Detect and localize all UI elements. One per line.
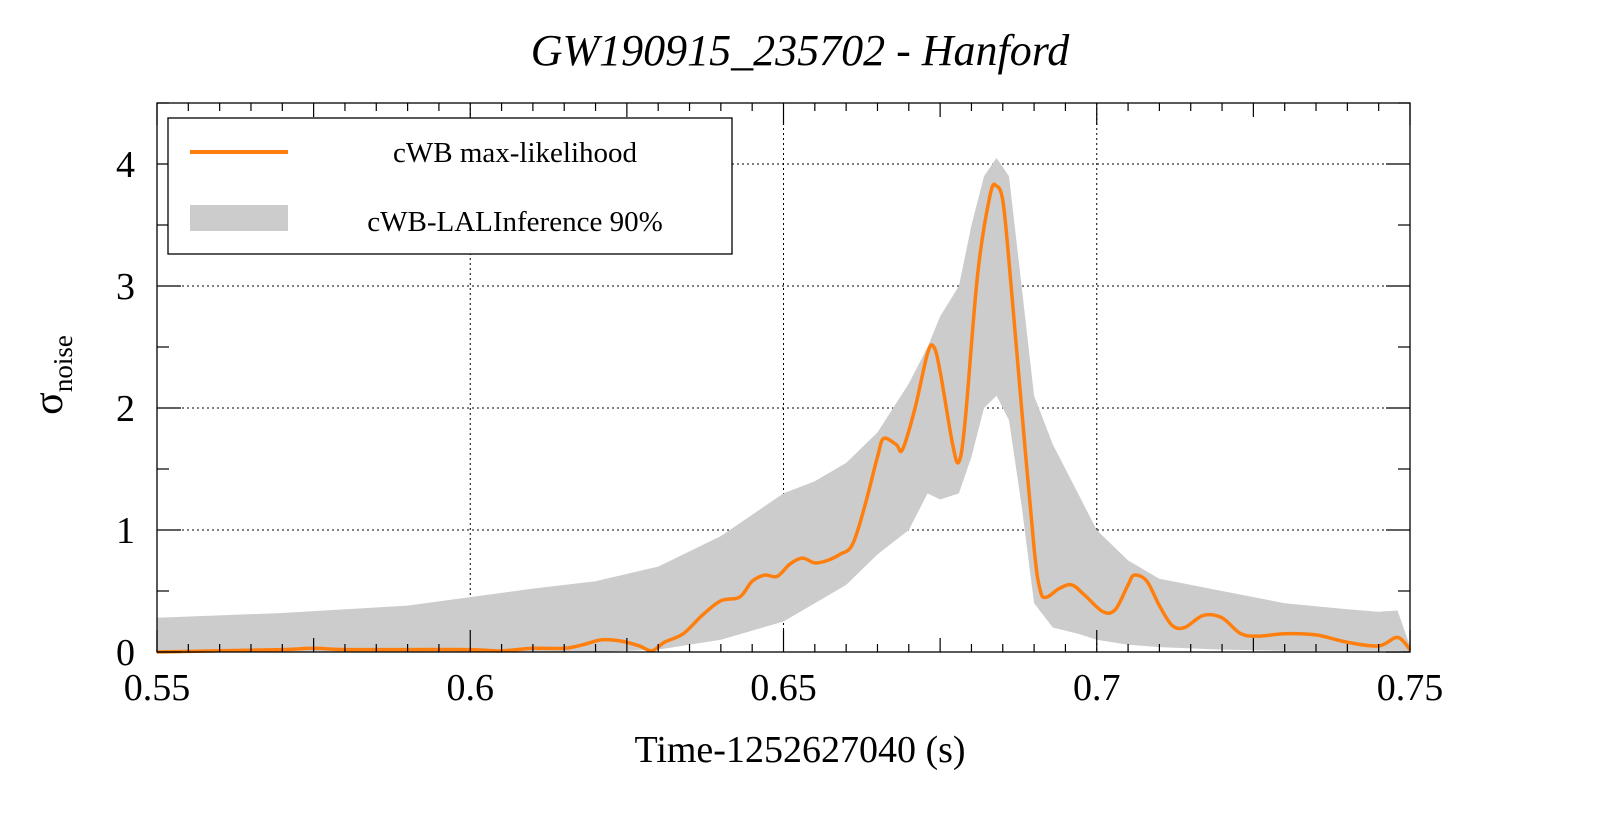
legend-label-band: cWB-LALInference 90% (367, 206, 662, 238)
x-tick-label: 0.7 (1073, 667, 1121, 709)
y-tick-label: 0 (116, 632, 135, 674)
legend-band-swatch (190, 205, 288, 231)
line-layer (156, 182, 1412, 654)
x-axis-title: Time-1252627040 (s) (634, 729, 965, 771)
y-axis-title-main: σ (26, 392, 72, 415)
y-tick-label: 1 (116, 510, 135, 552)
axes: 0.55 0.6 0.65 0.7 0.75 0 1 2 3 4 (116, 102, 1444, 709)
legend-label-line: cWB max-likelihood (393, 137, 638, 169)
x-tick-label: 0.65 (750, 667, 817, 709)
series-line-max-likelihood (156, 182, 1412, 654)
band-layer (157, 157, 1410, 652)
x-tick-label: 0.75 (1377, 667, 1444, 709)
y-tick-label: 4 (116, 144, 135, 186)
y-tick-label: 2 (116, 388, 135, 430)
legend-box (167, 117, 733, 255)
y-tick-label: 3 (116, 266, 135, 308)
chart-title: GW190915_235702 - Hanford (531, 26, 1071, 75)
svg-text:σnoise: σnoise (26, 335, 78, 415)
y-axis-title: σnoise (26, 335, 78, 415)
x-tick-label: 0.55 (124, 667, 191, 709)
x-tick-label: 0.6 (447, 667, 495, 709)
legend: cWB max-likelihood cWB-LALInference 90% (167, 117, 733, 255)
y-axis-title-sub: noise (48, 335, 78, 392)
series-band-90 (157, 157, 1410, 652)
